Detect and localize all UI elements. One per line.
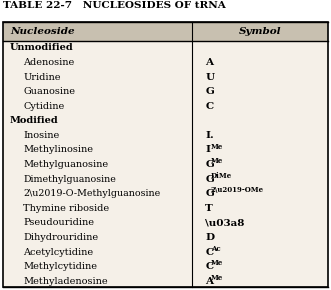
Text: C: C	[205, 248, 213, 257]
Text: Methyladenosine: Methyladenosine	[23, 277, 108, 286]
Text: Uridine: Uridine	[23, 72, 61, 81]
Text: DiMe: DiMe	[211, 172, 232, 180]
Text: Acetylcytidine: Acetylcytidine	[23, 248, 93, 257]
Text: 2\u2019-O-Methylguanosine: 2\u2019-O-Methylguanosine	[23, 189, 161, 198]
Text: I: I	[205, 146, 210, 155]
Text: Modified: Modified	[10, 116, 59, 125]
Text: G: G	[205, 87, 214, 96]
Text: Symbol: Symbol	[239, 27, 281, 36]
Text: Adenosine: Adenosine	[23, 58, 74, 67]
Text: Inosine: Inosine	[23, 131, 60, 140]
Text: Dihydrouridine: Dihydrouridine	[23, 233, 98, 242]
Text: Ac: Ac	[211, 244, 220, 253]
Text: Pseudouridine: Pseudouridine	[23, 218, 94, 227]
Text: Me: Me	[211, 142, 223, 151]
Text: Dimethylguanosine: Dimethylguanosine	[23, 175, 116, 184]
Text: Guanosine: Guanosine	[23, 87, 75, 96]
FancyBboxPatch shape	[3, 41, 328, 287]
Text: Cytidine: Cytidine	[23, 102, 65, 111]
Text: A: A	[205, 58, 213, 67]
Text: 2\u2019-OMe: 2\u2019-OMe	[211, 186, 264, 194]
Text: Methylguanosine: Methylguanosine	[23, 160, 108, 169]
Text: I.: I.	[205, 131, 214, 140]
Text: G: G	[205, 160, 214, 169]
Text: D: D	[205, 233, 214, 242]
Text: G: G	[205, 189, 214, 198]
Text: Nucleoside: Nucleoside	[10, 27, 74, 36]
Text: G: G	[205, 175, 214, 184]
Text: Me: Me	[211, 259, 223, 267]
Text: A: A	[205, 277, 213, 286]
Text: C: C	[205, 262, 213, 271]
Text: Unmodified: Unmodified	[10, 44, 74, 52]
Text: Methylcytidine: Methylcytidine	[23, 262, 97, 271]
Text: Me: Me	[211, 157, 223, 165]
FancyBboxPatch shape	[3, 22, 328, 41]
Text: TABLE 22-7   NUCLEOSIDES OF tRNA: TABLE 22-7 NUCLEOSIDES OF tRNA	[3, 1, 226, 10]
Text: Me: Me	[211, 274, 223, 282]
Text: \u03a8: \u03a8	[205, 218, 245, 227]
Text: Methylinosine: Methylinosine	[23, 146, 93, 155]
Text: C: C	[205, 102, 213, 111]
Text: U: U	[205, 72, 214, 81]
Text: T: T	[205, 204, 213, 213]
Text: Thymine riboside: Thymine riboside	[23, 204, 109, 213]
